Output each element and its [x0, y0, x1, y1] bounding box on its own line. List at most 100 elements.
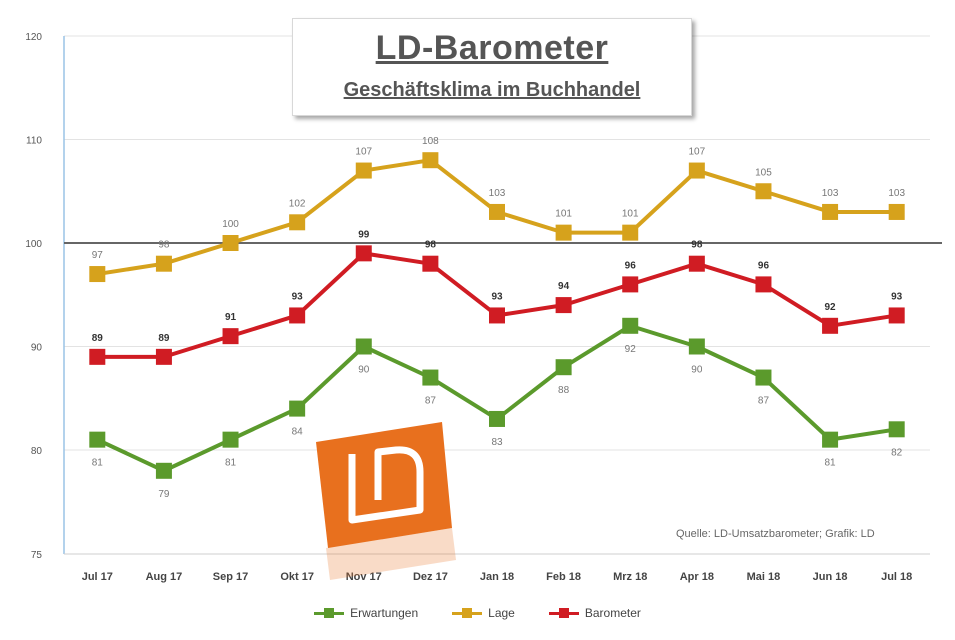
data-label-lage: 103 [489, 188, 506, 199]
legend-label-lage: Lage [488, 606, 515, 620]
ld-logo [316, 422, 456, 580]
y-tick-label: 100 [25, 239, 42, 250]
title-box: LD-Barometer Geschäftsklima im Buchhande… [292, 18, 692, 116]
x-tick-label: Jul 17 [82, 571, 113, 583]
data-point-erwartungen [222, 431, 239, 448]
data-label-lage: 98 [158, 240, 170, 251]
data-point-lage [555, 224, 572, 241]
data-point-barometer [89, 348, 106, 365]
chart-title: LD-Barometer [375, 29, 609, 67]
data-point-lage [489, 203, 505, 220]
data-label-barometer: 99 [358, 229, 370, 240]
data-point-barometer [155, 348, 172, 365]
data-label-erwartungen: 88 [558, 385, 570, 396]
data-point-lage [688, 162, 705, 179]
legend-item-lage[interactable]: Lage [452, 606, 515, 620]
data-label-barometer: 96 [625, 260, 637, 271]
data-label-barometer: 89 [92, 333, 104, 344]
data-label-erwartungen: 90 [691, 365, 703, 376]
data-point-barometer [755, 276, 772, 293]
data-point-lage [622, 224, 639, 241]
source-note: Quelle: LD-Umsatzbarometer; Grafik: LD [676, 528, 875, 540]
data-label-lage: 105 [755, 167, 772, 178]
y-tick-label: 90 [31, 343, 43, 354]
data-point-lage [222, 235, 239, 251]
data-point-lage [888, 203, 905, 220]
data-point-barometer [555, 297, 572, 314]
data-point-lage [755, 183, 772, 200]
legend-swatch-erwartungen [314, 608, 345, 618]
data-point-lage [89, 266, 106, 283]
data-label-barometer: 93 [891, 291, 903, 302]
data-label-erwartungen: 82 [891, 447, 903, 458]
data-point-erwartungen [355, 338, 372, 355]
data-label-erwartungen: 92 [625, 344, 637, 355]
legend-label-erwartungen: Erwartungen [350, 606, 419, 620]
data-point-erwartungen [289, 400, 306, 417]
legend-label-barometer: Barometer [584, 606, 641, 620]
data-label-erwartungen: 81 [825, 458, 837, 469]
data-point-lage [355, 162, 372, 179]
data-label-barometer: 91 [225, 312, 237, 323]
legend: Erwartungen Lage Barometer [0, 606, 955, 620]
data-label-erwartungen: 83 [491, 437, 503, 448]
data-point-erwartungen [89, 431, 106, 448]
y-tick-label: 75 [31, 550, 43, 561]
data-label-erwartungen: 84 [292, 427, 304, 438]
data-point-erwartungen [822, 431, 839, 448]
x-tick-label: Sep 17 [213, 571, 248, 583]
data-label-lage: 100 [222, 219, 239, 230]
y-tick-label: 110 [26, 136, 42, 147]
x-tick-label: Feb 18 [546, 571, 581, 583]
data-point-lage [155, 255, 172, 272]
data-point-barometer [355, 245, 372, 262]
data-label-barometer: 98 [425, 240, 437, 251]
data-point-barometer [622, 276, 639, 293]
data-label-barometer: 96 [758, 260, 770, 271]
data-point-barometer [688, 255, 705, 272]
data-point-erwartungen [888, 421, 905, 438]
x-tick-label: Jul 18 [881, 571, 912, 583]
data-label-lage: 102 [289, 198, 306, 209]
data-point-lage [822, 203, 839, 220]
legend-item-barometer[interactable]: Barometer [548, 606, 641, 620]
legend-item-erwartungen[interactable]: Erwartungen [314, 606, 418, 620]
x-tick-label: Mrz 18 [613, 571, 647, 583]
data-label-lage: 108 [422, 136, 439, 147]
x-tick-label: Nov 17 [346, 571, 382, 583]
data-point-barometer [289, 307, 306, 324]
data-point-erwartungen [688, 338, 705, 355]
data-point-barometer [422, 255, 439, 272]
data-point-erwartungen [555, 359, 572, 376]
data-label-barometer: 94 [558, 281, 570, 292]
data-point-lage [289, 214, 306, 231]
data-label-erwartungen: 79 [158, 489, 170, 500]
x-tick-label: Dez 17 [413, 571, 448, 583]
x-tick-label: Jun 18 [813, 571, 848, 583]
legend-swatch-lage [452, 608, 483, 618]
x-tick-label: Mai 18 [747, 571, 781, 583]
chart-subtitle: Geschäftsklima im Buchhandel [343, 79, 641, 101]
data-point-lage [422, 152, 439, 169]
data-label-erwartungen: 87 [425, 396, 437, 407]
data-point-erwartungen [422, 369, 439, 386]
data-label-lage: 97 [92, 250, 104, 261]
data-label-erwartungen: 81 [92, 458, 104, 469]
data-label-barometer: 93 [491, 291, 503, 302]
data-point-erwartungen [489, 410, 505, 427]
data-label-erwartungen: 87 [758, 396, 770, 407]
y-tick-label: 120 [25, 32, 42, 43]
data-label-lage: 107 [355, 147, 372, 158]
data-label-barometer: 98 [691, 240, 703, 251]
x-tick-label: Jan 18 [480, 571, 514, 583]
data-point-barometer [489, 307, 505, 324]
data-point-barometer [222, 328, 239, 345]
data-label-lage: 103 [822, 188, 839, 199]
data-label-barometer: 89 [158, 333, 170, 344]
data-label-lage: 101 [555, 209, 572, 220]
series-line-erwartungen [96, 323, 897, 473]
data-label-lage: 103 [888, 188, 905, 199]
y-tick-label: 80 [31, 446, 43, 457]
data-label-barometer: 93 [292, 291, 304, 302]
